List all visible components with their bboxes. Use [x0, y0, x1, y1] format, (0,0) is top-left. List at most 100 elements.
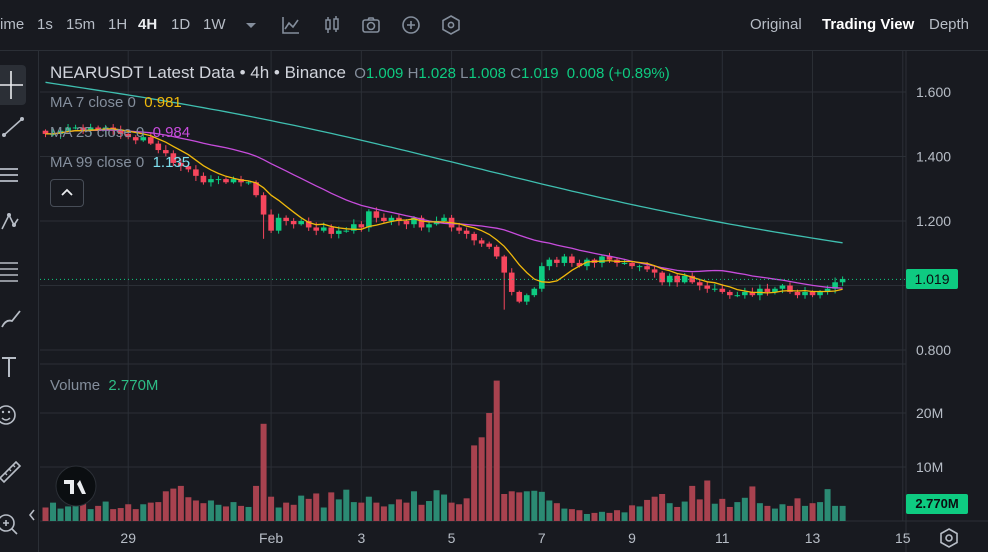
candle-body: [779, 285, 786, 289]
volume-bar: [418, 504, 425, 521]
volume-bar: [350, 502, 357, 521]
chevron-down-icon[interactable]: [240, 14, 262, 36]
volume-bar: [809, 503, 816, 521]
ma25-label: MA 25 close 0: [50, 124, 145, 141]
candle-body: [208, 179, 214, 183]
interval-15m[interactable]: 15m: [66, 16, 96, 33]
brush-icon[interactable]: [0, 305, 28, 333]
time-tick-label: 29: [120, 530, 136, 546]
candle-body: [696, 282, 703, 286]
add-indicator-icon[interactable]: [400, 14, 422, 36]
interval-1w[interactable]: 1W: [203, 16, 226, 33]
fib-retracement-icon[interactable]: [0, 257, 28, 285]
volume-bar: [42, 507, 49, 521]
moving-average-lines: [40, 81, 906, 294]
volume-bar: [561, 508, 568, 521]
settings-icon[interactable]: [938, 527, 960, 549]
volume-bar: [358, 502, 365, 521]
logo-mark: [64, 480, 86, 494]
zoom-icon[interactable]: [0, 509, 28, 537]
price-tick-label: 1.400: [916, 149, 951, 165]
candle-body: [554, 259, 560, 263]
ma99-legend[interactable]: MA 99 close 0 1.135: [50, 154, 190, 171]
candle-body: [493, 246, 500, 257]
crosshair-icon[interactable]: [0, 65, 26, 105]
candle-body: [674, 275, 680, 283]
view-original[interactable]: Original: [750, 16, 802, 33]
volume-bar: [794, 498, 801, 521]
volume-bar: [441, 494, 448, 521]
collapse-legend-button[interactable]: [50, 179, 84, 207]
candle-body: [320, 227, 327, 231]
candle-body: [734, 295, 741, 297]
view-depth[interactable]: Depth: [929, 16, 970, 33]
candle-body: [832, 282, 838, 289]
candle-body: [200, 175, 207, 183]
candle-body: [629, 262, 635, 267]
volume-bar: [786, 505, 793, 521]
view-trading-view[interactable]: Trading View: [822, 16, 915, 33]
volume-bar: [260, 423, 267, 521]
volume-bar: [305, 498, 312, 521]
pattern-icon[interactable]: [0, 209, 28, 237]
candle-body: [193, 169, 199, 176]
ma99-label: MA 99 close 0: [50, 154, 145, 171]
candle-body: [418, 217, 425, 228]
volume-bar: [410, 491, 417, 521]
candle-body: [132, 137, 139, 141]
candle-body: [839, 279, 846, 283]
volume-bar: [771, 508, 778, 521]
volume-bar: [629, 505, 636, 521]
volume-bar: [320, 507, 327, 521]
candle-body: [95, 127, 101, 131]
volume-bar: [343, 489, 350, 521]
volume-bar: [110, 509, 117, 521]
volume-bar: [335, 499, 342, 521]
ma7-line: [45, 128, 843, 294]
interval-4h[interactable]: 4H: [138, 16, 158, 33]
text-tool-icon[interactable]: [0, 353, 28, 381]
price-tick-label: 1.200: [916, 213, 951, 229]
interval-1d[interactable]: 1D: [171, 16, 191, 33]
volume-tick-label: 20M: [916, 405, 943, 421]
candle-body: [787, 285, 793, 292]
high-label: H: [407, 65, 419, 82]
ma25-legend[interactable]: MA 25 close 0 0.984: [50, 124, 190, 141]
candle-body: [621, 262, 628, 264]
volume-bar: [313, 493, 320, 521]
candle-body: [253, 182, 259, 196]
ruler-icon[interactable]: [0, 456, 28, 484]
trend-line-icon[interactable]: [0, 113, 28, 141]
candle-body: [328, 227, 335, 234]
volume-bar: [117, 508, 124, 521]
low-label: L: [460, 65, 469, 82]
hexagon-settings-icon[interactable]: [440, 14, 462, 36]
candle-body: [373, 211, 380, 218]
ma7-legend[interactable]: MA 7 close 0 0.981: [50, 94, 182, 111]
candle-type-icon[interactable]: [321, 14, 343, 36]
interval-1s[interactable]: 1s: [37, 16, 53, 33]
volume-bar: [802, 505, 809, 521]
camera-icon[interactable]: [360, 14, 382, 36]
interval-1h[interactable]: 1H: [108, 16, 128, 33]
volume-bar: [614, 510, 621, 521]
volume-bar: [380, 506, 387, 521]
candle-body: [381, 217, 387, 221]
volume-bar: [621, 512, 628, 521]
candle-body: [764, 288, 771, 292]
volume-bar: [471, 445, 478, 521]
volume-bar: [426, 501, 433, 521]
volume-bar: [764, 505, 771, 521]
candle-body: [238, 179, 244, 183]
candle-body: [155, 143, 162, 151]
interval-time[interactable]: ime: [0, 16, 25, 33]
candle-body: [351, 224, 357, 231]
candle-body: [305, 221, 312, 228]
emoji-icon[interactable]: [0, 401, 28, 429]
collapse-toolbar-icon[interactable]: [26, 506, 38, 524]
horizontal-lines-icon[interactable]: [0, 161, 28, 189]
candle-body: [366, 211, 372, 228]
volume-bar: [57, 508, 64, 521]
line-chart-icon[interactable]: [280, 14, 302, 36]
